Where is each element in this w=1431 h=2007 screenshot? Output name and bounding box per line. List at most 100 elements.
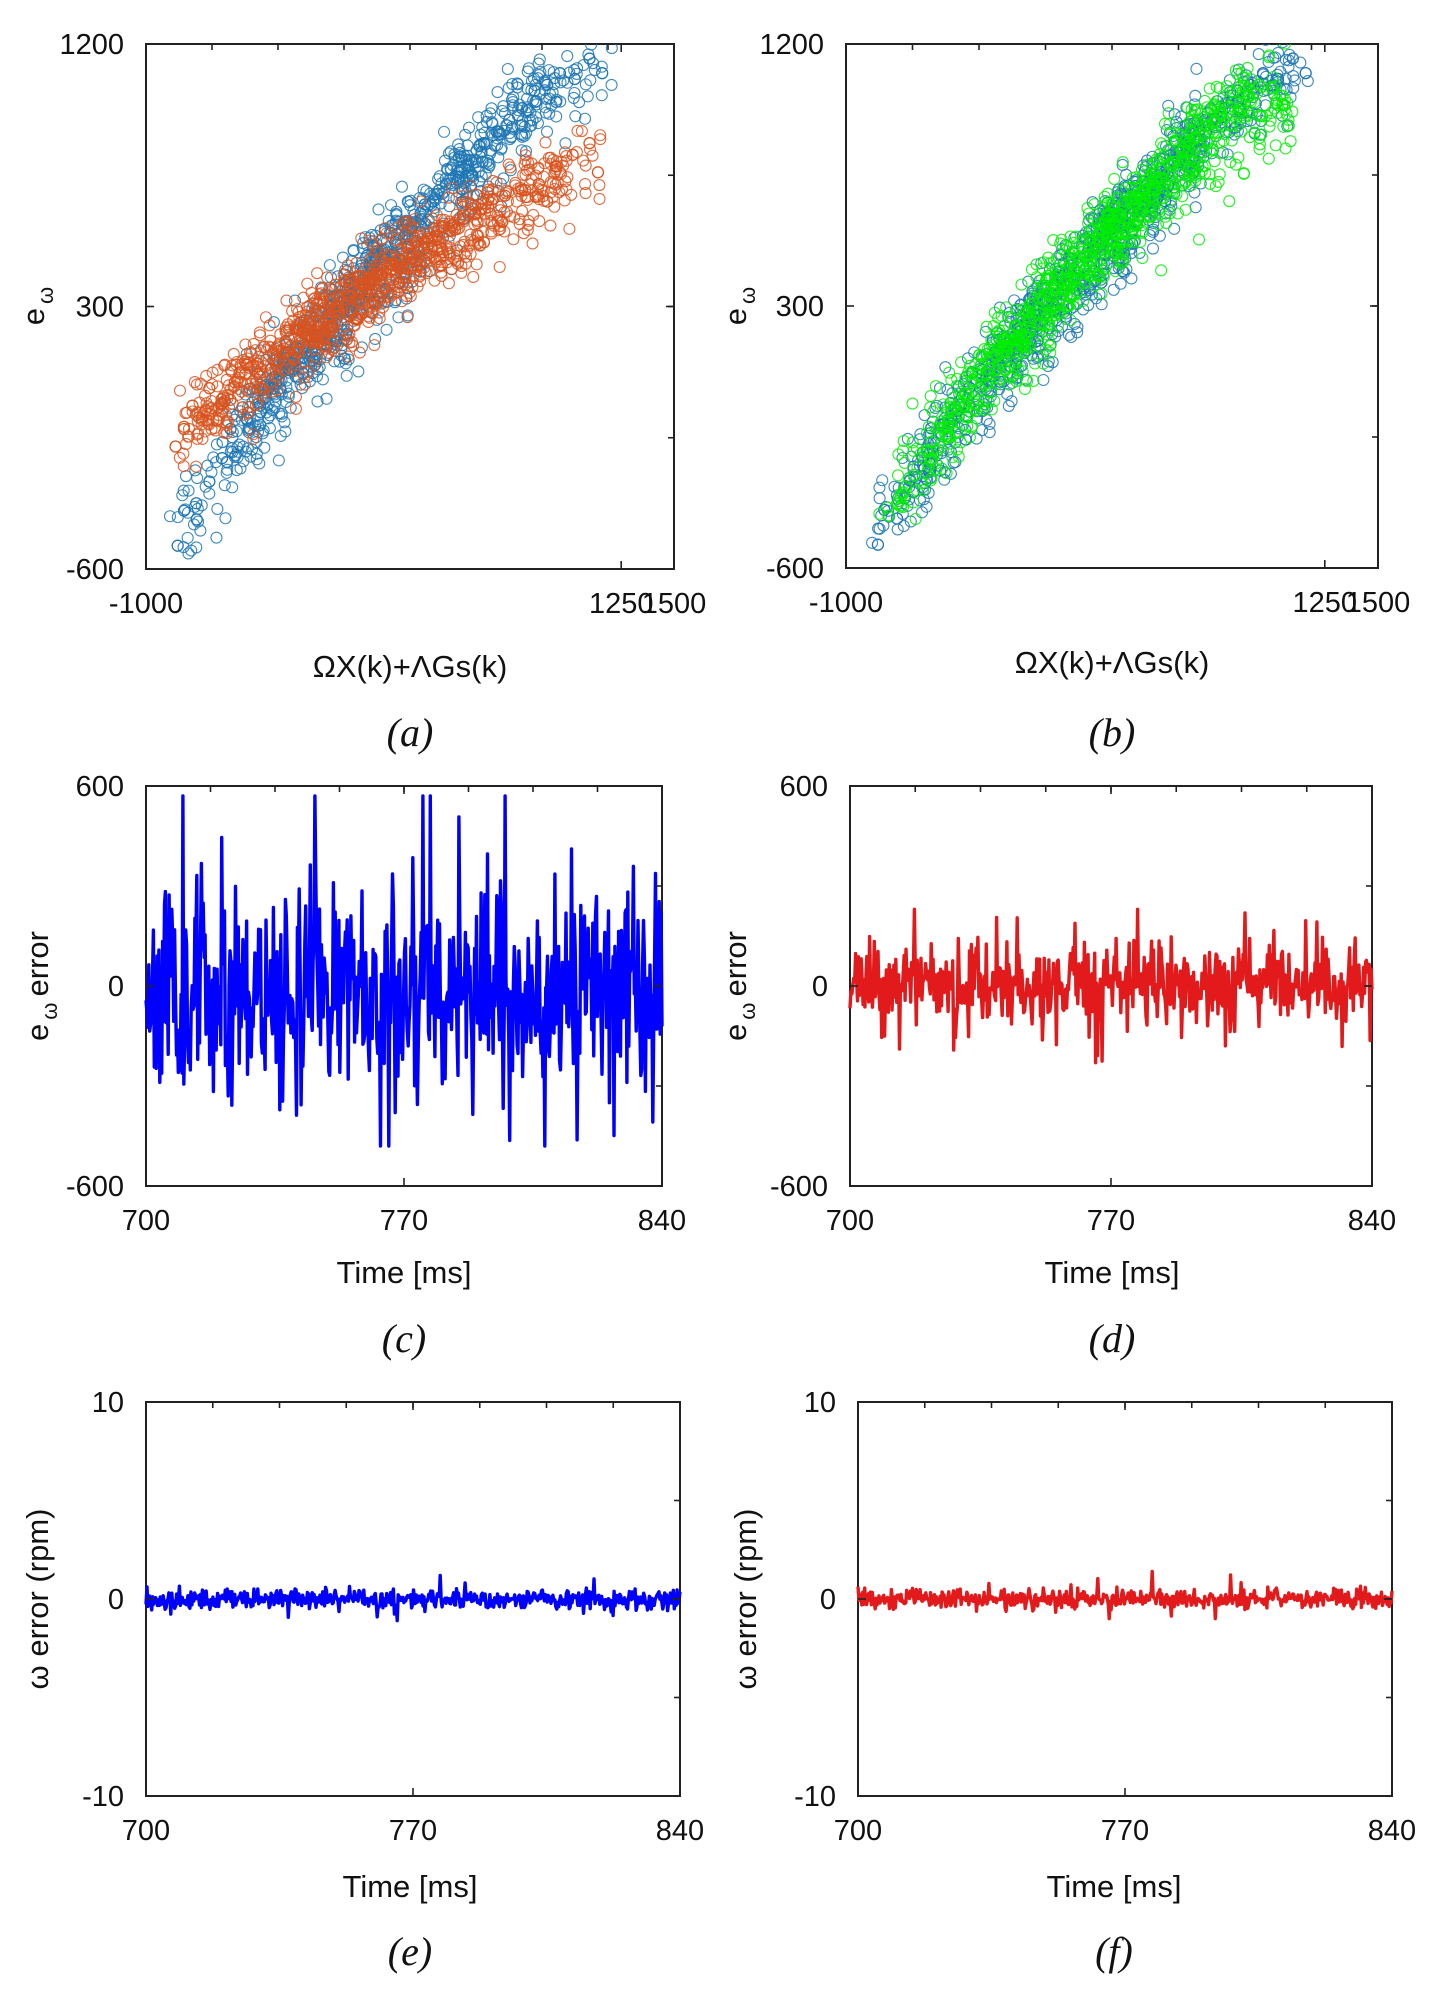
scatter-point	[1138, 174, 1152, 187]
scatter-point	[426, 212, 439, 225]
scatter-point	[982, 362, 995, 375]
scatter-point	[498, 225, 511, 238]
scatter-point	[1131, 214, 1144, 227]
scatter-point	[550, 110, 563, 123]
scatter-point	[190, 460, 203, 473]
scatter-point	[380, 323, 393, 336]
scatter-point	[408, 213, 421, 226]
scatter-point	[462, 121, 476, 134]
x-tick-label: 770	[1101, 1815, 1149, 1847]
scatter-point	[959, 433, 973, 446]
scatter-point	[1062, 328, 1075, 341]
scatter-point	[352, 289, 365, 302]
y-tick-label: 300	[776, 291, 824, 323]
scatter-point	[1165, 199, 1178, 213]
scatter-point	[1008, 294, 1021, 307]
scatter-point	[1107, 220, 1121, 233]
scatter-point	[1006, 312, 1019, 325]
scatter-point	[181, 506, 194, 519]
scatter-point	[1282, 113, 1295, 127]
scatter-point	[1026, 294, 1039, 307]
scatter-point	[521, 156, 534, 169]
scatter-point	[211, 502, 224, 515]
scatter-point	[485, 116, 498, 129]
scatter-point	[1269, 79, 1282, 92]
scatter-point	[191, 432, 204, 445]
scatter-point	[501, 62, 514, 76]
scatter-point	[465, 233, 478, 247]
scatter-point	[1199, 167, 1212, 180]
scatter-point	[940, 467, 953, 480]
scatter-point	[1008, 356, 1021, 369]
scatter-point	[1209, 100, 1222, 113]
y-axis-label: eω	[16, 287, 58, 325]
scatter-point	[182, 422, 196, 435]
scatter-point	[1210, 95, 1223, 108]
scatter-point	[356, 303, 369, 316]
y-label-main: e	[718, 308, 753, 325]
scatter-point	[374, 268, 387, 281]
scatter-point	[898, 456, 911, 469]
scatter-point	[1156, 192, 1169, 205]
scatter-point	[205, 466, 218, 479]
scatter-point	[247, 432, 260, 446]
scatter-point	[1198, 120, 1211, 133]
scatter-point	[282, 387, 295, 400]
scatter-point	[1235, 125, 1248, 138]
scatter-point	[922, 420, 935, 433]
scatter-point	[1128, 184, 1141, 197]
scatter-point	[389, 233, 402, 246]
scatter-point	[263, 422, 276, 435]
scatter-point	[560, 154, 573, 167]
scatter-point	[1213, 168, 1226, 181]
scatter-point	[1200, 101, 1214, 114]
scatter-point	[301, 301, 314, 314]
scatter-point	[1237, 104, 1250, 117]
scatter-point	[567, 91, 580, 104]
scatter-point	[875, 509, 888, 522]
scatter-point	[388, 286, 401, 299]
scatter-point	[1030, 258, 1043, 271]
scatter-point	[475, 203, 488, 216]
scatter-point	[1222, 102, 1235, 115]
scatter-point	[560, 150, 573, 163]
scatter-point	[180, 437, 193, 451]
scatter-point	[1037, 357, 1050, 370]
scatter-point	[938, 466, 951, 479]
scatter-point	[341, 333, 354, 346]
scatter-point	[289, 390, 302, 403]
scatter-point	[1081, 201, 1094, 215]
scatter-point	[511, 77, 524, 90]
scatter-point	[336, 251, 349, 264]
y-label-main: e	[20, 1024, 55, 1041]
scatter-point	[518, 158, 531, 171]
scatter-point	[1108, 172, 1121, 185]
scatter-point	[1282, 119, 1295, 132]
scatter-point	[605, 44, 618, 55]
scatter-point	[363, 275, 376, 288]
scatter-point	[522, 62, 535, 75]
scatter-point	[1197, 118, 1210, 131]
scatter-point	[1058, 244, 1072, 257]
scatter-point	[1245, 73, 1258, 86]
scatter-point	[1225, 134, 1238, 147]
scatter-point	[1243, 131, 1256, 144]
scatter-point	[551, 160, 564, 173]
scatter-point	[406, 281, 419, 294]
scatter-point	[199, 480, 212, 493]
scatter-point	[1067, 274, 1081, 287]
scatter-point	[458, 149, 471, 162]
y-tick-label: -10	[82, 1781, 124, 1813]
scatter-point	[1168, 222, 1181, 235]
scatter-point	[543, 107, 556, 120]
scatter-point	[1084, 270, 1097, 283]
scatter-point	[1009, 340, 1022, 353]
scatter-point	[1176, 142, 1189, 155]
scatter-point	[924, 474, 937, 487]
scatter-point	[230, 425, 243, 438]
panel-c-line: 700 770 840 -600 0 600 Time [ms] eω error (c)	[20, 771, 686, 1361]
scatter-point	[190, 497, 203, 510]
y-axis-label: ω error (rpm)	[728, 1509, 763, 1690]
scatter-point	[323, 259, 336, 272]
scatter-point	[1256, 80, 1269, 93]
